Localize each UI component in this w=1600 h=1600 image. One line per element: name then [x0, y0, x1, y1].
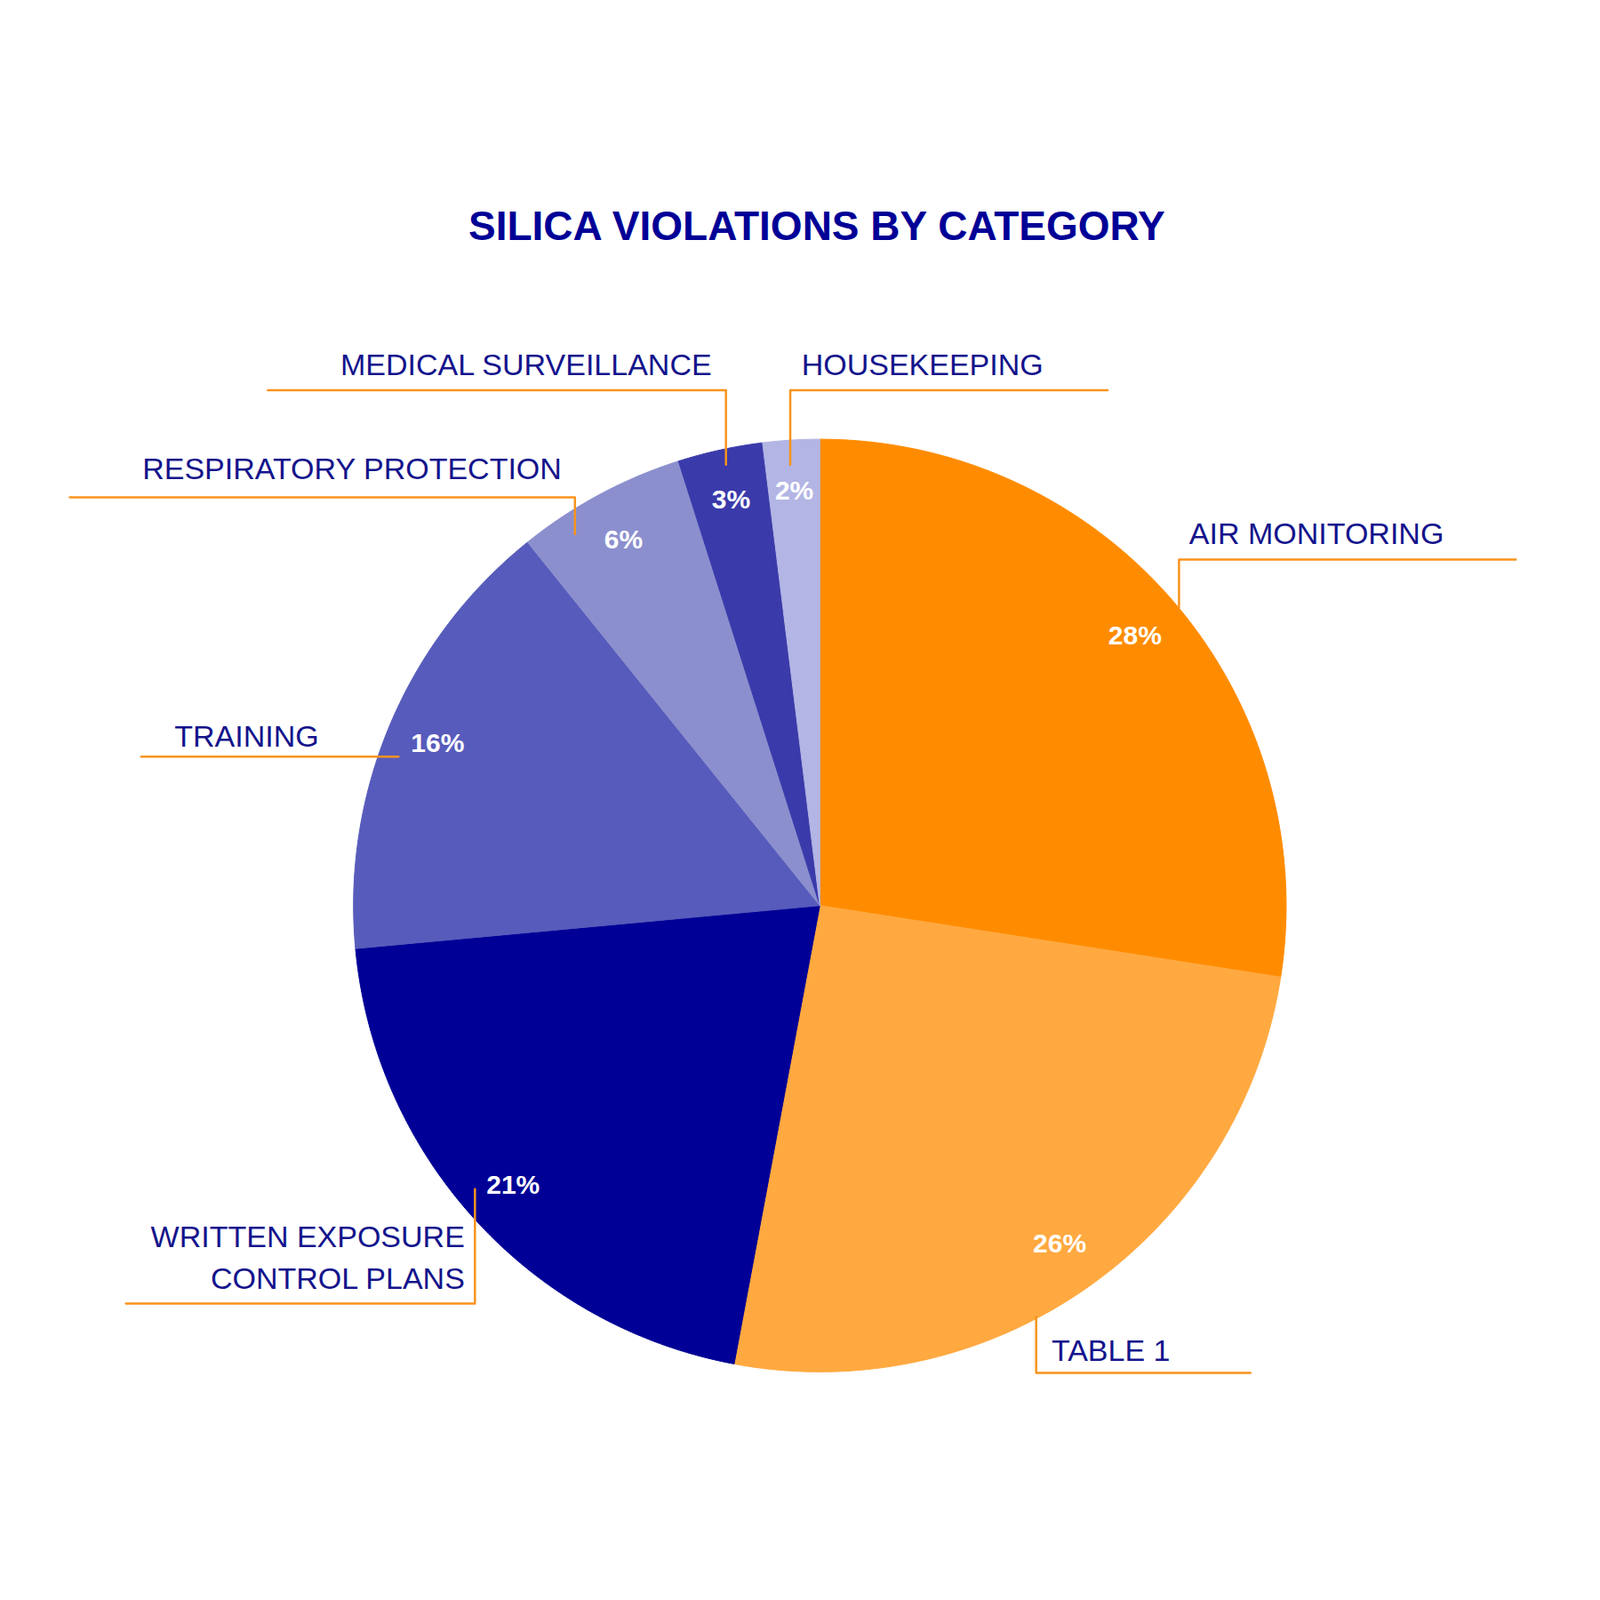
svg-text:16%: 16%	[410, 728, 464, 758]
svg-text:26%: 26%	[1032, 1228, 1087, 1258]
svg-text:WRITTEN EXPOSURECONTROL PLANS: WRITTEN EXPOSURECONTROL PLANS	[151, 1219, 465, 1296]
svg-text:TRAINING: TRAINING	[174, 719, 319, 753]
svg-text:TABLE 1: TABLE 1	[1051, 1333, 1171, 1368]
svg-text:6%: 6%	[604, 524, 643, 554]
svg-text:21%: 21%	[486, 1169, 540, 1200]
svg-text:MEDICAL SURVEILLANCE: MEDICAL SURVEILLANCE	[340, 347, 712, 382]
svg-text:HOUSEKEEPING: HOUSEKEEPING	[801, 347, 1044, 382]
svg-text:SILICA VIOLATIONS BY CATEGORY: SILICA VIOLATIONS BY CATEGORY	[468, 202, 1166, 249]
svg-text:RESPIRATORY PROTECTION: RESPIRATORY PROTECTION	[142, 451, 562, 486]
svg-text:2%: 2%	[775, 475, 814, 505]
svg-text:AIR MONITORING: AIR MONITORING	[1189, 516, 1445, 551]
svg-text:3%: 3%	[712, 484, 751, 514]
svg-text:28%: 28%	[1108, 620, 1162, 650]
